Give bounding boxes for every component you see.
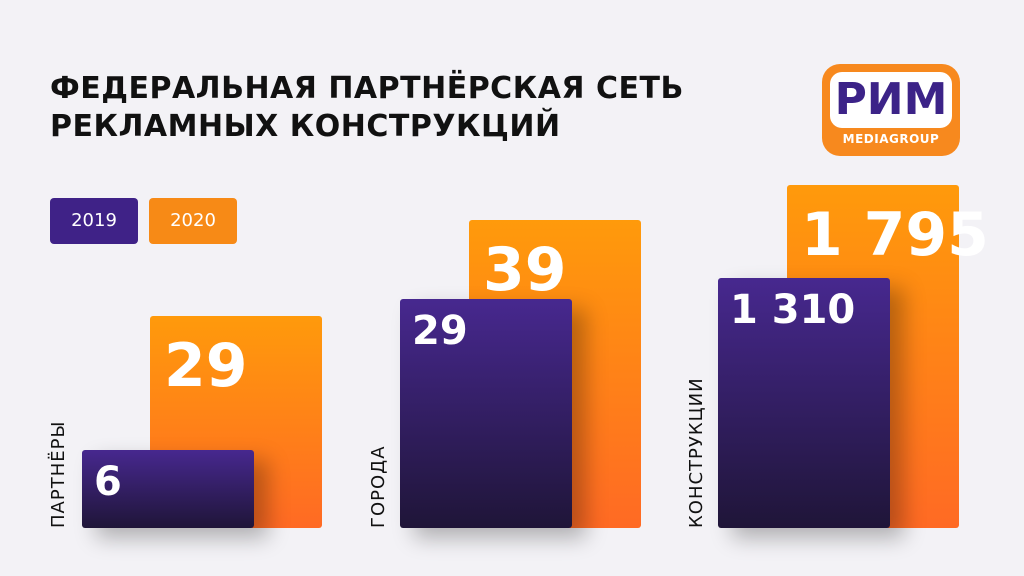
rim-mediagroup-logo: РИМ MEDIAGROUP bbox=[822, 64, 960, 156]
data-label-2020-2: 39 bbox=[483, 235, 567, 305]
chart-title: ФЕДЕРАЛЬНАЯ ПАРТНЁРСКАЯ СЕТЬ РЕКЛАМНЫХ К… bbox=[50, 70, 684, 146]
data-label-2019-3: 1 310 bbox=[730, 286, 856, 333]
category-label-1: ПАРТНЁРЫ bbox=[48, 420, 69, 528]
bar-2019-3 bbox=[718, 277, 890, 528]
chart-title-line-1: ФЕДЕРАЛЬНАЯ ПАРТНЁРСКАЯ СЕТЬ bbox=[50, 71, 684, 106]
bar-2019-1 bbox=[82, 450, 254, 528]
logo-sub-text: MEDIAGROUP bbox=[842, 132, 940, 146]
category-label-3: КОНСТРУКЦИИ bbox=[686, 377, 707, 528]
chart-title-line-2: РЕКЛАМНЫХ КОНСТРУКЦИЙ bbox=[50, 109, 561, 144]
data-label-2020-3: 1 795 bbox=[801, 200, 989, 270]
legend-item-2019: 2019 bbox=[50, 198, 138, 244]
data-label-2020-1: 29 bbox=[164, 331, 248, 401]
legend-item-2020: 2020 bbox=[149, 198, 237, 244]
data-label-2019-2: 29 bbox=[412, 307, 468, 354]
logo-main-text: РИМ bbox=[830, 72, 952, 128]
data-label-2019-1: 6 bbox=[94, 459, 122, 505]
bar-2019-2 bbox=[400, 298, 572, 528]
category-label-2: ГОРОДА bbox=[368, 445, 389, 528]
